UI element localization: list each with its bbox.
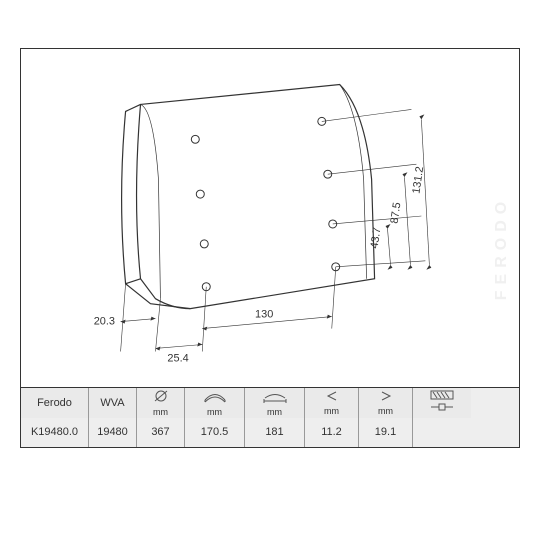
header-unit: mm bbox=[207, 407, 222, 417]
header-text: Ferodo bbox=[37, 397, 72, 409]
table-header-cell: Ferodo bbox=[21, 388, 89, 418]
dim-d1: 20.3 bbox=[94, 316, 115, 328]
dim-d2: 25.4 bbox=[167, 352, 188, 364]
table-value-cell: 19480 bbox=[89, 418, 137, 448]
cell-value: 19480 bbox=[97, 426, 128, 438]
cell-value: 19.1 bbox=[375, 426, 396, 438]
table-value-cell: 11.2 bbox=[305, 418, 359, 448]
header-text: WVA bbox=[100, 397, 124, 409]
technical-drawing: 43.7 87.5 131.2 20.3 25.4 130 bbox=[21, 49, 519, 389]
cell-value: 367 bbox=[151, 426, 169, 438]
table-header-cell: WVA bbox=[89, 388, 137, 418]
table-header-cell: mm bbox=[359, 388, 413, 418]
table-header-cell bbox=[413, 388, 471, 418]
cross-section-icon bbox=[427, 389, 457, 416]
table-value-cell: 170.5 bbox=[185, 418, 245, 448]
lt-icon bbox=[325, 390, 339, 405]
table-header-cell: mm bbox=[305, 388, 359, 418]
dim-d6: 131.2 bbox=[410, 166, 426, 195]
table-value-cell: K19480.0 bbox=[21, 418, 89, 448]
table-value-cell: 19.1 bbox=[359, 418, 413, 448]
arc-width-icon bbox=[202, 389, 228, 406]
cell-value: 170.5 bbox=[201, 426, 229, 438]
header-unit: mm bbox=[267, 407, 282, 417]
cell-value: K19480.0 bbox=[31, 426, 78, 438]
table-header-cell: mm bbox=[245, 388, 305, 418]
table-header-cell: mm bbox=[137, 388, 185, 418]
dim-d4: 43.7 bbox=[369, 227, 384, 250]
cell-value: 11.2 bbox=[321, 426, 342, 438]
header-unit: mm bbox=[153, 407, 168, 417]
arc-flat-icon bbox=[262, 389, 288, 406]
table-value-row: K19480.0 19480 367 170.5 181 11.2 19.1 bbox=[21, 418, 519, 448]
table-value-cell: 181 bbox=[245, 418, 305, 448]
dim-d5: 87.5 bbox=[389, 202, 404, 225]
table-header-cell: mm bbox=[185, 388, 245, 418]
cell-value: 181 bbox=[265, 426, 283, 438]
diagram-frame: FERODO 43.7 87. bbox=[20, 48, 520, 448]
table-value-cell bbox=[413, 418, 471, 448]
gt-icon bbox=[379, 390, 393, 405]
table-value-cell: 367 bbox=[137, 418, 185, 448]
diameter-icon bbox=[152, 389, 170, 406]
dim-d3: 130 bbox=[255, 309, 273, 321]
header-unit: mm bbox=[378, 406, 393, 416]
spec-table: Ferodo WVA mm mm mm mm mm K19480.0 19480 367 170.… bbox=[21, 387, 519, 447]
table-header-row: Ferodo WVA mm mm mm mm mm bbox=[21, 388, 519, 418]
header-unit: mm bbox=[324, 406, 339, 416]
